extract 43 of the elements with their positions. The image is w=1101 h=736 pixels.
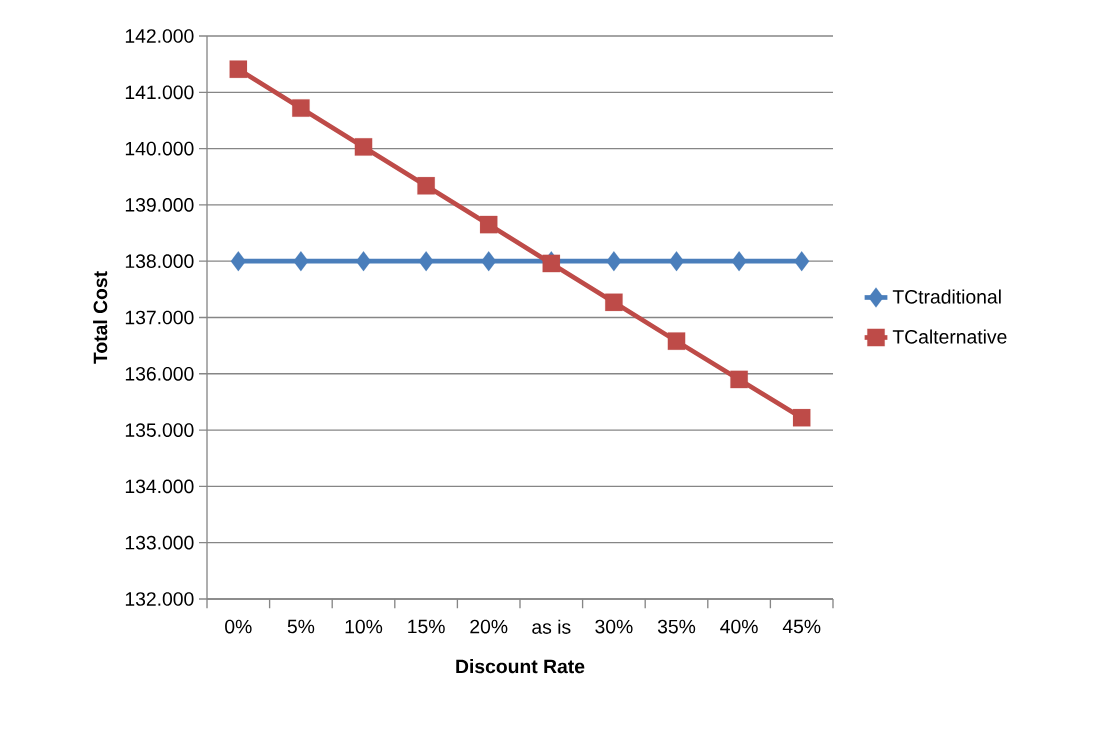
point [792,408,811,427]
x-tick-label: 0% [225,619,252,634]
y-tick-label: 140.000 [125,141,194,156]
y-tick-label: 138.000 [125,254,194,269]
point [481,251,497,272]
point [293,251,309,272]
x-tick-label: as is [532,619,571,634]
point [479,215,498,234]
point [354,138,373,156]
point [292,99,310,117]
x-tick-label: 15% [408,619,445,634]
y-tick-label: 142.000 [125,29,194,43]
y-tick-label: 139.000 [125,198,194,212]
legend-label: TCalternative [892,329,1007,344]
point [606,251,622,272]
point [417,177,435,195]
x-tick-label: 30% [595,619,633,634]
point [229,60,248,78]
x-tick-label: 10% [345,619,383,634]
point [355,251,372,272]
y-axis-title: Total Cost [93,271,108,364]
point [668,251,685,272]
y-tick-label: 137.000 [125,310,194,325]
y-tick-label: 136.000 [125,366,194,381]
point [230,251,246,272]
x-axis-title: Discount Rate [456,659,585,674]
point [794,251,810,272]
point [731,251,747,272]
y-tick-label: 133.000 [125,535,194,550]
x-tick-label: 35% [657,619,696,634]
y-tick-label: 132.000 [125,592,194,606]
x-tick-label: 45% [782,619,821,634]
point [605,293,623,312]
y-tick-label: 135.000 [125,423,194,437]
legend-label: TCtraditional [892,289,1001,304]
y-tick-label: 141.000 [125,85,194,100]
y-tick-label: 134.000 [125,479,194,494]
x-tick-label: 5% [287,619,315,634]
point [418,251,434,272]
point [730,370,748,389]
point [667,332,686,350]
x-tick-label: 20% [470,619,508,634]
x-tick-label: 40% [720,619,758,634]
